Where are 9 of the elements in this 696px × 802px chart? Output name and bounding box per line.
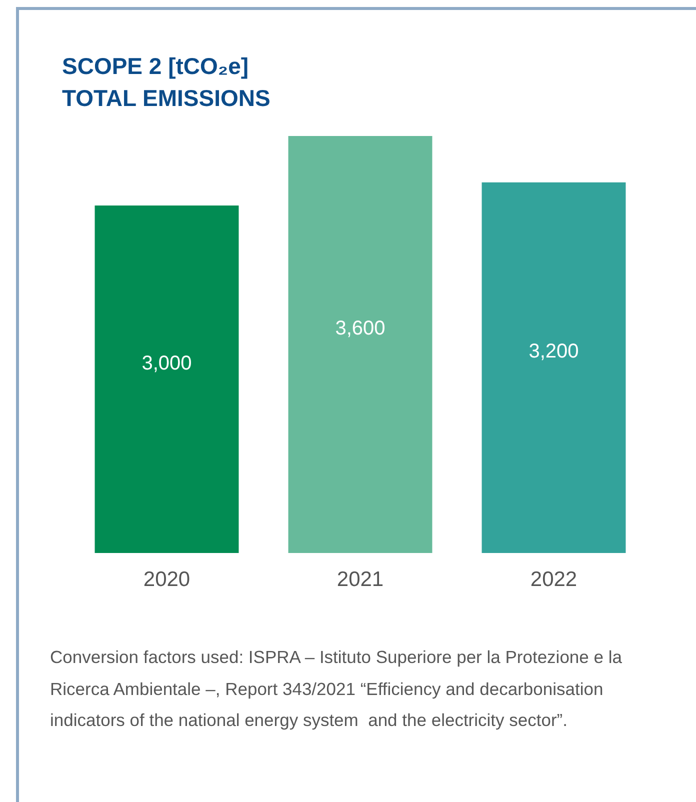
chart-title: SCOPE 2 [tCO₂e] <box>62 53 249 79</box>
chart-subtitle: TOTAL EMISSIONS <box>62 85 270 111</box>
x-tick-label: 2020 <box>143 568 190 591</box>
x-tick-label: 2022 <box>530 568 578 591</box>
text: Conversion factors used: ISPRA – Istituto Superiore per la Protezione e la Ricerca Ambientale –, Report 343/2021 “Efficiency and decarbonisation indicators of the national energy system and the electricity sector”. <box>50 646 623 732</box>
data-label: 3,200 <box>528 340 579 363</box>
data-label: 3,600 <box>335 318 386 340</box>
x-tick-label: 2021 <box>336 568 384 591</box>
data-label: 3,000 <box>142 352 192 374</box>
